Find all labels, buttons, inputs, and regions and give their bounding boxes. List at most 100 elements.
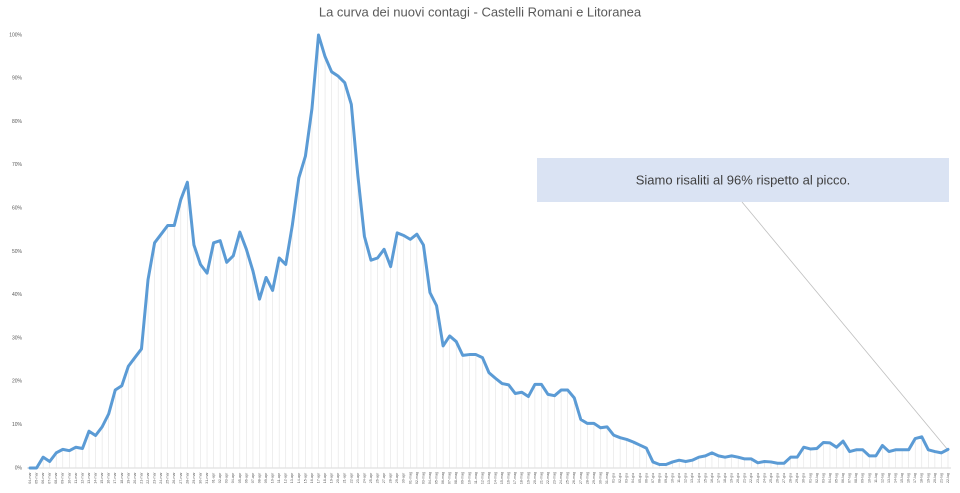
x-tick-label: 02-lug — [815, 473, 819, 483]
x-tick-label: 02-mag — [415, 472, 419, 484]
x-tick-label: 29-mar — [192, 472, 196, 484]
y-tick-label: 10% — [12, 422, 23, 428]
x-tick-label: 21-apr — [343, 472, 347, 483]
x-tick-label: 24-mag — [559, 472, 563, 484]
x-tick-label: 05-apr — [238, 472, 242, 483]
x-tick-label: 05-mag — [434, 472, 438, 484]
x-tick-label: 17-lug — [913, 473, 917, 483]
x-tick-label: 05-giu — [638, 473, 642, 483]
x-tick-label: 05-mar — [35, 472, 39, 484]
x-tick-label: 15-mag — [500, 472, 504, 484]
x-tick-label: 23-apr — [356, 472, 360, 483]
x-tick-label: 02-apr — [218, 472, 222, 483]
x-tick-label: 06-apr — [244, 472, 248, 483]
chart-title: La curva dei nuovi contagi - Castelli Ro… — [319, 4, 642, 19]
x-tick-label: 27-apr — [382, 472, 386, 483]
x-tick-label: 23-mag — [553, 472, 557, 484]
x-tick-label: 22-mar — [146, 472, 150, 484]
x-tick-label: 19-mag — [526, 472, 530, 484]
x-tick-label: 06-giu — [644, 473, 648, 483]
x-tick-label: 14-giu — [697, 473, 701, 483]
x-tick-label: 21-mar — [139, 472, 143, 484]
y-tick-label: 50% — [12, 249, 23, 255]
x-tick-label: 26-apr — [375, 472, 379, 483]
x-tick-label: 12-apr — [284, 472, 288, 483]
x-tick-label: 12-giu — [684, 473, 688, 483]
x-tick-label: 22-giu — [749, 473, 753, 483]
series-line — [28, 33, 950, 470]
x-tick-label: 27-mar — [179, 472, 183, 484]
x-tick-label: 16-giu — [710, 473, 714, 483]
x-tick-label: 14-apr — [297, 472, 301, 483]
x-tick-label: 08-mag — [454, 472, 458, 484]
x-tick-label: 22-lug — [946, 473, 950, 483]
x-tick-label: 01-lug — [808, 473, 812, 483]
x-tick-label: 28-apr — [389, 472, 393, 483]
annotation: Siamo risaliti al 96% rispetto al picco. — [636, 172, 851, 187]
x-tick-label: 29-apr — [395, 472, 399, 483]
x-tick-label: 20-giu — [736, 473, 740, 483]
x-tick-label: 25-apr — [369, 472, 373, 483]
x-tick-label: 06-mar — [41, 472, 45, 484]
x-tick-label: 25-mar — [166, 472, 170, 484]
x-tick-label: 16-apr — [310, 472, 314, 483]
x-tick-label: 22-apr — [349, 472, 353, 483]
x-tick-label: 24-giu — [762, 473, 766, 483]
y-tick-label: 20% — [12, 379, 23, 385]
x-tick-label: 20-mag — [533, 472, 537, 484]
x-tick-label: 26-mag — [572, 472, 576, 484]
x-tick-label: 25-mag — [566, 472, 570, 484]
x-tick-label: 20-mar — [133, 472, 137, 484]
y-tick-label: 60% — [12, 206, 23, 212]
x-tick-label: 22-mag — [546, 472, 550, 484]
y-tick-label: 40% — [12, 292, 23, 298]
y-tick-label: 90% — [12, 76, 23, 82]
x-tick-label: 06-lug — [841, 473, 845, 483]
x-tick-label: 28-giu — [789, 473, 793, 483]
x-tick-label: 16-mag — [507, 472, 511, 484]
x-tick-label: 04-apr — [231, 472, 235, 483]
x-tick-label: 03-apr — [225, 472, 229, 483]
x-tick-label: 12-mag — [480, 472, 484, 484]
x-tick-label: 18-giu — [723, 473, 727, 483]
x-tick-label: 27-giu — [782, 473, 786, 483]
x-tick-label: 08-giu — [657, 473, 661, 483]
x-tick-label: 13-mag — [487, 472, 491, 484]
x-tick-label: 08-apr — [257, 472, 261, 483]
x-tick-label: 09-mag — [461, 472, 465, 484]
x-tick-label: 19-lug — [926, 473, 930, 483]
x-tick-label: 03-giu — [625, 473, 629, 483]
x-tick-label: 23-mar — [153, 472, 157, 484]
x-tick-label: 04-mar — [28, 472, 32, 484]
x-tick-label: 29-giu — [795, 473, 799, 483]
y-tick-label: 100% — [9, 32, 22, 38]
x-tick-label: 17-mag — [513, 472, 517, 484]
x-tick-label: 04-mag — [428, 472, 432, 484]
x-tick-label: 14-lug — [893, 473, 897, 483]
x-tick-label: 11-apr — [277, 472, 281, 483]
annotation-leader — [741, 201, 949, 451]
x-tick-label: 30-mar — [198, 472, 202, 484]
x-tick-label: 18-mar — [120, 472, 124, 484]
x-tick-label: 18-apr — [323, 472, 327, 483]
x-tick-label: 20-lug — [933, 473, 937, 483]
x-tick-label: 08-mar — [54, 472, 58, 484]
x-tick-label: 07-mag — [448, 472, 452, 484]
x-tick-label: 11-lug — [874, 473, 878, 483]
x-tick-label: 13-giu — [690, 473, 694, 483]
x-tick-label: 09-giu — [664, 473, 668, 483]
y-tick-label: 80% — [12, 119, 23, 125]
x-tick-label: 15-lug — [900, 473, 904, 483]
x-tick-label: 08-lug — [854, 473, 858, 483]
x-tick-label: 17-apr — [316, 472, 320, 483]
x-tick-label: 05-lug — [834, 473, 838, 483]
x-tick-label: 24-apr — [362, 472, 366, 483]
x-tick-label: 17-mar — [113, 472, 117, 484]
x-tick-label: 13-mar — [87, 472, 91, 484]
x-tick-label: 15-mar — [100, 472, 104, 484]
x-tick-label: 14-mar — [94, 472, 98, 484]
x-tick-label: 19-mar — [126, 472, 130, 484]
y-tick-label: 30% — [12, 335, 23, 341]
x-tick-label: 26-giu — [775, 473, 779, 483]
